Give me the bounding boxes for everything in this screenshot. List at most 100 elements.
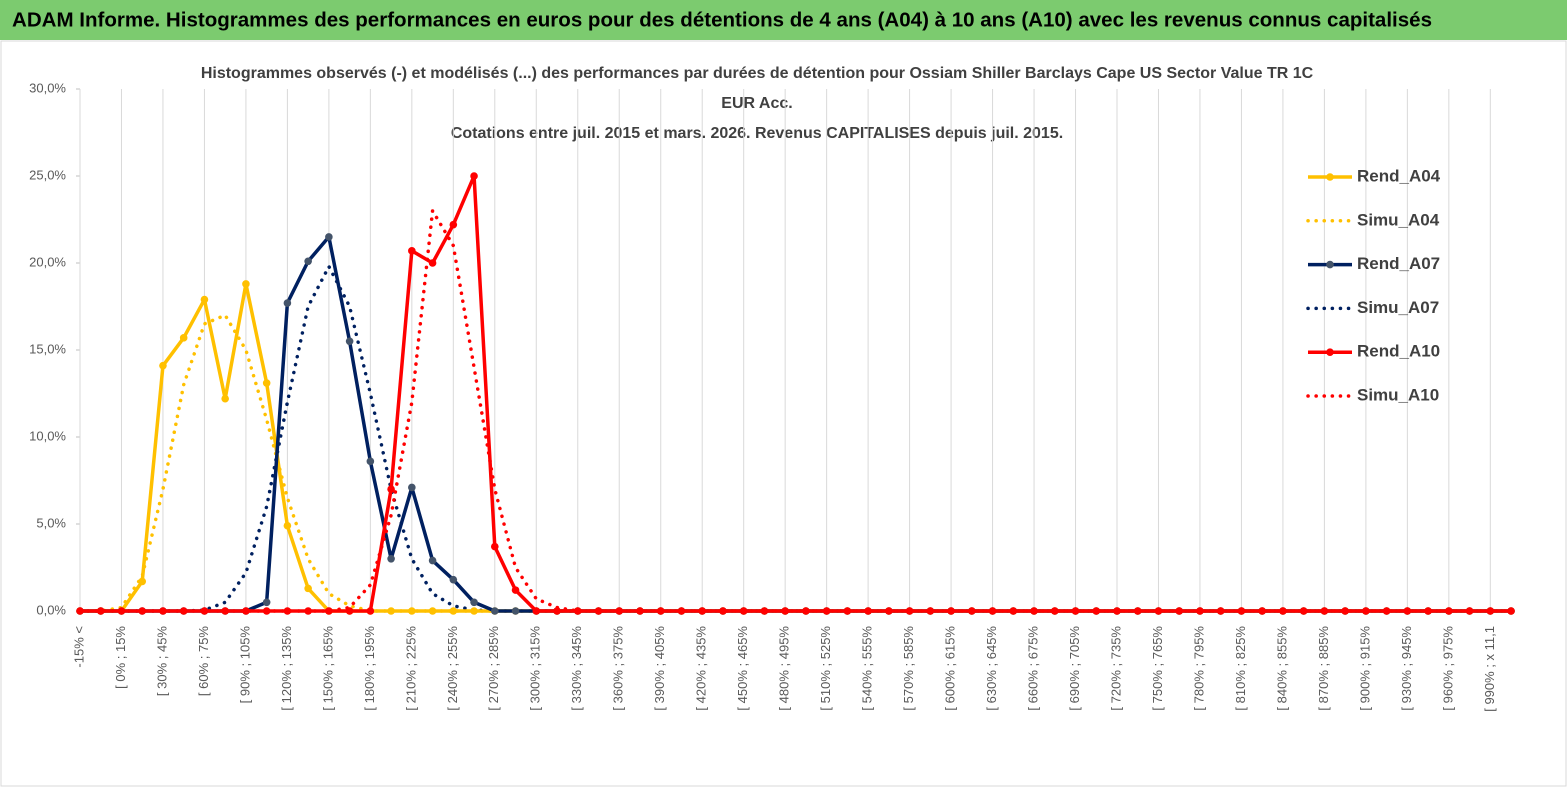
marker <box>387 555 395 563</box>
marker <box>553 607 561 615</box>
marker <box>677 607 686 615</box>
legend-label: Simu_A07 <box>1357 298 1439 317</box>
marker <box>1216 607 1225 615</box>
x-tick-label: [ 780% ; 795% <box>1191 626 1206 711</box>
marker <box>408 247 416 255</box>
marker <box>325 233 333 241</box>
x-tick-label: [ 540% ; 555% <box>860 626 875 711</box>
marker <box>719 607 727 615</box>
header-bar <box>0 0 1567 40</box>
chart-title: Cotations entre juil. 2015 et mars. 2026… <box>451 125 1063 142</box>
marker <box>221 607 229 615</box>
marker <box>1299 607 1308 615</box>
marker <box>822 607 831 615</box>
marker <box>1507 607 1515 615</box>
x-tick-label: [ 90% ; 105% <box>237 626 252 704</box>
marker <box>802 607 810 615</box>
x-tick-label: [ 960% ; 975% <box>1440 626 1455 711</box>
marker <box>1362 607 1370 615</box>
marker <box>470 607 478 615</box>
x-tick-label: [ 360% ; 375% <box>611 626 626 711</box>
marker <box>283 521 292 530</box>
x-tick-label: [ 840% ; 855% <box>1274 626 1289 711</box>
marker <box>1009 607 1018 615</box>
x-tick-label: [ 570% ; 585% <box>901 626 916 711</box>
marker <box>408 483 416 492</box>
legend-label: Rend_A07 <box>1357 254 1440 273</box>
y-tick-label: 10,0% <box>29 428 66 443</box>
marker <box>864 607 872 615</box>
marker <box>905 607 914 615</box>
marker <box>739 607 748 615</box>
x-tick-label: [ 930% ; 945% <box>1399 626 1414 711</box>
marker <box>366 457 375 466</box>
marker <box>1050 607 1059 615</box>
marker <box>636 607 644 615</box>
marker <box>366 607 375 615</box>
marker <box>304 607 312 615</box>
marker <box>304 584 312 593</box>
x-tick-label: [ 0% ; 15% <box>113 626 128 689</box>
marker <box>1465 607 1474 615</box>
marker <box>449 607 458 615</box>
legend-label: Simu_A10 <box>1357 385 1439 404</box>
x-tick-label: [ 210% ; 225% <box>403 626 418 711</box>
marker <box>491 607 499 615</box>
x-tick-label: [ 750% ; 765% <box>1150 626 1165 711</box>
marker <box>1175 607 1184 615</box>
marker <box>1196 607 1204 615</box>
legend-label: Rend_A10 <box>1357 342 1440 361</box>
marker <box>428 607 437 615</box>
marker <box>470 172 478 180</box>
marker <box>1445 607 1453 615</box>
marker <box>1424 607 1432 615</box>
x-tick-label: [ 990% ; x 11,1 <box>1482 626 1497 712</box>
x-tick-label: [ 240% ; 255% <box>445 626 460 711</box>
x-tick-label: [ 420% ; 435% <box>694 626 709 711</box>
marker <box>159 607 167 615</box>
chart-title: Histogrammes observés (-) et modélisés (… <box>201 65 1314 82</box>
marker <box>345 337 354 346</box>
marker <box>428 259 437 267</box>
marker <box>304 257 312 266</box>
marker <box>1341 607 1349 615</box>
marker <box>573 607 582 615</box>
marker <box>1237 607 1246 615</box>
marker <box>159 361 167 370</box>
marker <box>387 607 395 615</box>
marker <box>242 280 250 288</box>
marker <box>615 607 624 615</box>
x-tick-label: [ 450% ; 465% <box>735 626 750 711</box>
marker <box>1133 607 1142 615</box>
marker <box>1382 607 1391 615</box>
marker <box>1092 607 1101 615</box>
x-tick-label: [ 180% ; 195% <box>362 626 377 711</box>
x-tick-label: [ 390% ; 405% <box>652 626 667 711</box>
marker <box>200 295 209 304</box>
x-tick-label: [ 870% ; 885% <box>1316 626 1331 711</box>
marker <box>1154 607 1163 615</box>
legend-label: Simu_A04 <box>1357 210 1440 229</box>
x-tick-label: [ 660% ; 675% <box>1025 626 1040 711</box>
legend-marker <box>1326 260 1334 269</box>
marker <box>262 379 271 387</box>
marker <box>283 607 292 615</box>
y-tick-label: 20,0% <box>29 254 66 269</box>
marker <box>325 607 333 615</box>
marker <box>988 607 997 615</box>
marker <box>843 607 852 615</box>
marker <box>1113 607 1121 615</box>
x-tick-label: [ 600% ; 615% <box>943 626 958 711</box>
marker <box>283 299 292 307</box>
marker <box>138 607 147 615</box>
y-tick-label: 5,0% <box>36 515 66 530</box>
marker <box>221 394 229 403</box>
marker <box>1403 607 1412 615</box>
x-tick-label: [ 630% ; 645% <box>984 626 999 711</box>
y-tick-label: 0,0% <box>36 602 66 617</box>
marker <box>885 607 893 615</box>
x-tick-label: [ 120% ; 135% <box>279 626 294 711</box>
x-tick-label: [ 300% ; 315% <box>528 626 543 711</box>
